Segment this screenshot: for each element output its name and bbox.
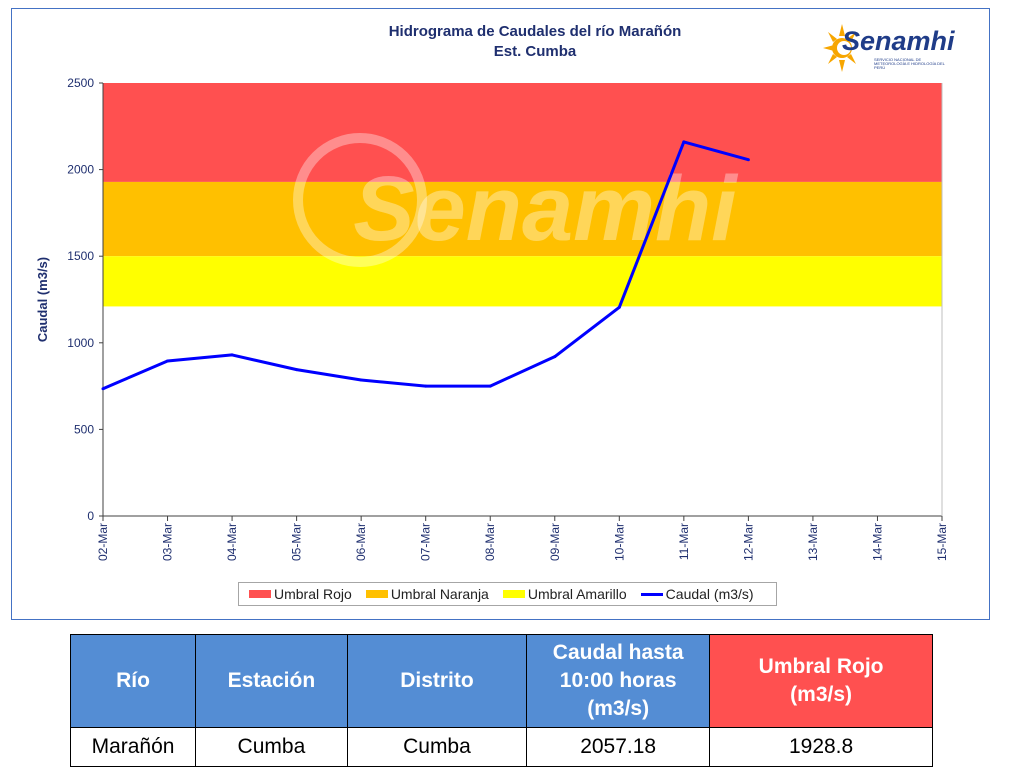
x-tick-label: 05-Mar <box>290 523 304 561</box>
y-tick-label: 2000 <box>67 163 94 177</box>
chart-title-line1: Hidrograma de Caudales del río Marañón <box>388 23 682 40</box>
x-tick-label: 04-Mar <box>225 523 239 561</box>
series-point-caudal <box>617 305 621 309</box>
table-row: Marañón Cumba Cumba 2057.18 1928.8 <box>69 727 933 767</box>
band-umbral-naranja <box>103 181 942 257</box>
legend-label-caudal: Caudal (m3/s) <box>665 586 754 602</box>
series-point-caudal <box>166 359 170 363</box>
legend-item-caudal: Caudal (m3/s) <box>640 586 754 602</box>
logo-subtitle: SERVICIO NACIONAL DE METEOROLOGÍA E HIDR… <box>874 57 945 70</box>
legend-label-naranja: Umbral Naranja <box>390 586 489 602</box>
x-tick-label: 08-Mar <box>483 523 497 561</box>
legend-swatch-rojo <box>249 590 271 598</box>
header-estacion: Estación <box>195 634 348 728</box>
legend-swatch-caudal <box>640 592 663 596</box>
legend-swatch-naranja <box>365 590 388 598</box>
x-tick-label: 15-Mar <box>935 523 949 561</box>
legend-item-amarillo: Umbral Amarillo <box>502 586 627 602</box>
legend-swatch-amarillo <box>502 590 525 598</box>
y-tick-label: 1000 <box>67 336 94 350</box>
legend-item-rojo: Umbral Rojo <box>249 586 352 602</box>
cell-rio: Marañón <box>69 727 197 767</box>
series-point-caudal <box>488 384 492 388</box>
station-table: Río Estación Distrito Caudal hasta 10:00… <box>69 634 933 767</box>
chart-legend: Umbral Rojo Umbral Naranja Umbral Amaril… <box>238 582 777 606</box>
x-tick-label: 02-Mar <box>96 523 110 561</box>
x-tick-label: 10-Mar <box>612 523 626 561</box>
x-tick-label: 09-Mar <box>548 523 562 561</box>
series-point-caudal <box>230 353 234 357</box>
y-tick-label: 2500 <box>67 76 94 90</box>
x-tick-label: 11-Mar <box>677 523 691 560</box>
header-umbral-rojo: Umbral Rojo (m3/s) <box>709 634 933 728</box>
series-point-caudal <box>101 387 105 391</box>
y-tick-label: 1500 <box>67 249 94 263</box>
x-tick-label: 12-Mar <box>741 523 755 561</box>
header-distrito: Distrito <box>346 634 528 728</box>
series-point-caudal <box>359 378 363 382</box>
sun-icon <box>823 24 856 72</box>
series-point-caudal <box>424 384 428 388</box>
cell-estacion: Cumba <box>195 727 348 767</box>
cell-distrito: Cumba <box>346 727 528 767</box>
cell-caudal: 2057.18 <box>526 727 711 767</box>
x-tick-label: 07-Mar <box>419 523 433 561</box>
watermark-sun <box>293 133 427 267</box>
legend-label-amarillo: Umbral Amarillo <box>527 586 627 602</box>
x-tick-label: 14-Mar <box>870 523 884 561</box>
x-tick-label: 03-Mar <box>161 523 175 561</box>
table-header-row: Río Estación Distrito Caudal hasta 10:00… <box>69 634 933 728</box>
cell-umbral-rojo: 1928.8 <box>709 727 933 767</box>
x-tick-label: 13-Mar <box>806 523 820 561</box>
header-rio: Río <box>69 634 197 728</box>
series-point-caudal <box>682 140 686 144</box>
series-point-caudal <box>746 158 750 162</box>
y-axis-title: Caudal (m3/s) <box>35 257 50 342</box>
logo-name: Senamhi <box>842 26 955 56</box>
senamhi-logo: Senamhi SERVICIO NACIONAL DE METEOROLOGÍ… <box>822 20 955 76</box>
y-tick-label: 0 <box>87 509 94 523</box>
series-point-caudal <box>553 355 557 359</box>
x-tick-label: 06-Mar <box>354 523 368 561</box>
y-tick-label: 500 <box>74 422 94 436</box>
band-umbral-amarillo <box>103 256 942 307</box>
chart-title: Hidrograma de Caudales del río Marañón E… <box>250 22 820 62</box>
series-point-caudal <box>295 368 299 372</box>
legend-item-naranja: Umbral Naranja <box>365 586 489 602</box>
band-umbral-rojo <box>103 83 942 182</box>
legend-label-rojo: Umbral Rojo <box>274 586 352 602</box>
header-caudal: Caudal hasta 10:00 horas (m3/s) <box>526 634 711 728</box>
chart-title-line2: Est. Cumba <box>493 43 577 60</box>
watermark-text: Senamhi <box>353 158 739 260</box>
